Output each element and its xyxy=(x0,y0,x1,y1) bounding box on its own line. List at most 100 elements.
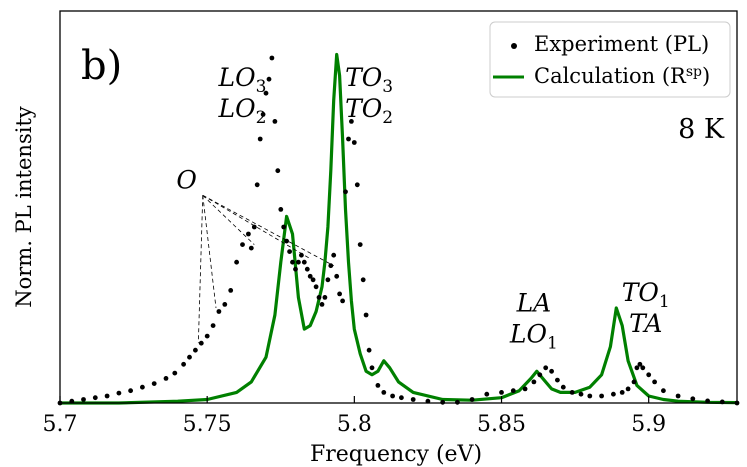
annotation-label: LO2 xyxy=(218,94,267,128)
x-tick-label: 5.9 xyxy=(631,412,666,437)
data-point-experiment xyxy=(310,277,316,283)
data-point-experiment xyxy=(634,365,640,371)
x-tick-label: 5.85 xyxy=(477,412,526,437)
annotation-pointer xyxy=(197,195,204,344)
data-point-experiment xyxy=(92,395,98,401)
data-point-experiment xyxy=(354,182,360,188)
data-point-experiment xyxy=(366,347,372,353)
data-point-experiment xyxy=(116,390,122,396)
data-point-experiment xyxy=(619,390,625,395)
data-point-experiment xyxy=(290,259,295,265)
data-point-experiment xyxy=(187,354,192,360)
peak-annotation: O xyxy=(176,165,197,194)
data-point-experiment xyxy=(257,136,263,142)
data-point-experiment xyxy=(319,302,325,307)
data-point-experiment xyxy=(599,393,604,399)
x-axis: 5.7 5.75 5.8 5.85 5.9 xyxy=(43,396,666,437)
data-point-experiment xyxy=(104,393,110,399)
data-point-experiment xyxy=(440,399,446,405)
data-point-experiment xyxy=(587,393,593,399)
data-point-experiment xyxy=(631,379,637,385)
data-point-experiment xyxy=(357,242,363,248)
data-point-experiment xyxy=(263,90,269,96)
data-point-experiment xyxy=(375,383,381,388)
data-point-experiment xyxy=(337,291,342,297)
plot-layer xyxy=(57,52,740,406)
data-point-experiment xyxy=(266,76,272,82)
annotation-label: LA xyxy=(516,288,552,317)
y-axis-label: Norm. PL intensity xyxy=(12,106,36,308)
data-point-experiment xyxy=(611,391,616,397)
data-point-experiment xyxy=(246,231,251,237)
data-point-experiment xyxy=(163,376,169,381)
data-point-experiment xyxy=(675,393,681,399)
data-point-experiment xyxy=(349,119,354,124)
annotation-label: LO1 xyxy=(509,319,558,353)
data-point-experiment xyxy=(272,119,278,124)
annotation-label: TO3 xyxy=(345,63,393,97)
data-point-experiment xyxy=(363,312,369,318)
annotation-label: TA xyxy=(629,309,662,338)
data-point-experiment xyxy=(340,298,345,304)
data-point-experiment xyxy=(510,388,516,394)
data-point-experiment xyxy=(578,391,584,397)
data-point-experiment xyxy=(210,323,216,328)
data-point-experiment xyxy=(410,397,416,402)
data-point-experiment xyxy=(661,388,666,394)
data-point-experiment xyxy=(198,340,204,346)
data-point-experiment xyxy=(301,259,307,265)
data-point-experiment xyxy=(140,384,145,390)
data-point-experiment xyxy=(307,273,313,279)
data-point-experiment xyxy=(278,207,284,212)
data-point-experiment xyxy=(234,259,240,265)
legend-marker-experiment xyxy=(511,43,517,49)
data-point-experiment xyxy=(328,263,334,269)
plot-frame xyxy=(59,10,738,404)
annotation-pointer xyxy=(202,194,334,267)
data-point-experiment xyxy=(172,370,178,376)
data-point-experiment xyxy=(360,277,366,283)
legend-label-experiment: Experiment (PL) xyxy=(534,32,709,56)
data-point-experiment xyxy=(251,224,257,230)
data-point-experiment xyxy=(254,182,260,188)
x-axis-label: Frequency (eV) xyxy=(310,442,482,467)
data-point-experiment xyxy=(652,379,657,385)
data-point-experiment xyxy=(281,224,287,230)
data-point-experiment xyxy=(531,379,537,385)
data-point-experiment xyxy=(228,288,234,293)
data-point-experiment xyxy=(522,386,528,392)
data-point-experiment xyxy=(625,386,631,392)
data-point-experiment xyxy=(555,377,560,383)
data-point-experiment xyxy=(222,302,228,307)
data-point-experiment xyxy=(369,365,375,371)
data-point-experiment xyxy=(331,252,337,258)
data-point-experiment xyxy=(296,259,301,265)
condition-label: 8 K xyxy=(678,114,725,145)
data-point-experiment xyxy=(287,249,292,255)
data-point-experiment xyxy=(204,333,210,339)
data-point-experiment xyxy=(705,398,710,404)
annotation-label: LO3 xyxy=(218,63,267,97)
data-point-experiment xyxy=(399,395,404,401)
data-point-experiment xyxy=(275,168,281,174)
data-point-experiment xyxy=(293,266,298,272)
data-point-experiment xyxy=(151,381,157,386)
data-point-experiment xyxy=(560,384,566,390)
data-point-experiment xyxy=(484,391,490,397)
annotation-label: TO1 xyxy=(622,278,670,312)
data-point-experiment xyxy=(537,372,543,378)
data-point-experiment xyxy=(325,277,331,283)
data-point-experiment xyxy=(381,390,387,395)
x-tick-label: 5.8 xyxy=(337,412,372,437)
series-line-calculation xyxy=(60,52,738,405)
x-tick-label: 5.75 xyxy=(183,412,232,437)
data-point-experiment xyxy=(455,399,460,405)
legend-box xyxy=(489,21,731,98)
data-point-experiment xyxy=(216,309,222,314)
data-point-experiment xyxy=(313,284,319,290)
data-point-experiment xyxy=(81,397,86,402)
